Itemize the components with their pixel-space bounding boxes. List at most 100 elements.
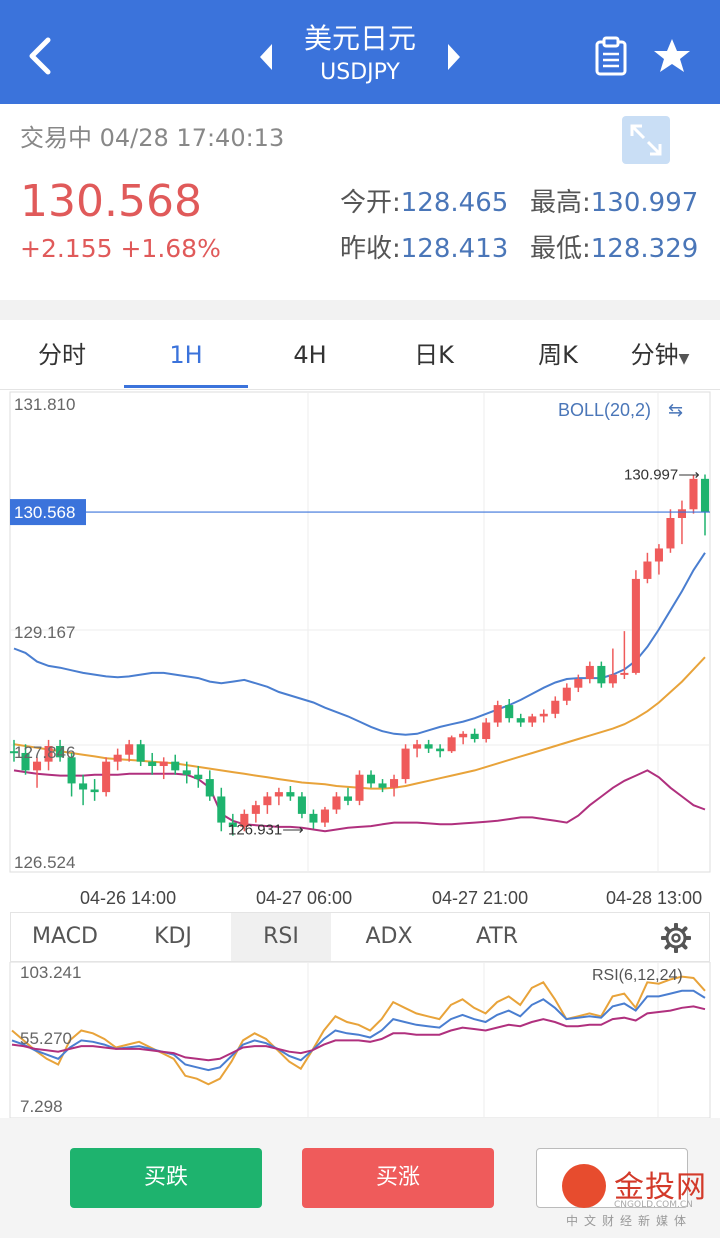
bottom-bar: 买跌 买涨 金投网 CNGOLD.COM.CN 中文财经新媒体 [0, 1118, 720, 1238]
rsi-24-line [11, 1005, 706, 1062]
open-label: 今开: [340, 188, 401, 218]
candle-body [620, 672, 629, 675]
candle-body [677, 509, 686, 518]
candle-body [332, 796, 341, 810]
low-stat: 最低:128.329 [530, 228, 698, 265]
quote-panel: 交易中 04/28 17:40:13 130.568 +2.155 +1.68%… [0, 104, 720, 300]
candle-body [654, 548, 663, 562]
tab-macd[interactable]: MACD [32, 924, 98, 949]
rsi-chart[interactable]: 103.241 55.270 7.298 RSI(6,12,24) [0, 962, 720, 1118]
watermark-logo: 金投网 CNGOLD.COM.CN 中文财经新媒体 [562, 1162, 720, 1236]
buy-button[interactable]: 买涨 [302, 1148, 494, 1208]
candle-body [413, 744, 422, 749]
candle-body [539, 713, 548, 717]
tab-minutes-dropdown[interactable]: 分钟▼ [600, 320, 720, 390]
tab-1h[interactable]: 1H [169, 341, 203, 369]
candle-body [597, 665, 606, 684]
x-label-2: 04-27 06:00 [256, 888, 352, 908]
tab-atr[interactable]: ATR [475, 924, 519, 949]
prev-symbol-icon[interactable] [256, 42, 276, 72]
dropdown-caret-icon: ▼ [678, 351, 690, 367]
candle-body [643, 561, 652, 579]
open-stat: 今开:128.465 [340, 182, 508, 219]
prev-close-value: 128.413 [400, 234, 509, 264]
candle-body [343, 796, 353, 801]
tab-minute-line[interactable]: 分时 [38, 341, 86, 369]
more-button[interactable] [536, 1148, 688, 1208]
candles [9, 474, 710, 836]
candle-body [113, 754, 122, 762]
candle-body [228, 822, 237, 827]
low-label: 最低: [530, 234, 591, 264]
candle-body [44, 745, 53, 762]
candle-body [505, 705, 514, 719]
high-marker-value: 130.997 [624, 467, 678, 484]
low-marker-value: 126.931 [228, 822, 282, 839]
trading-status: 交易中 04/28 17:40:13 [20, 124, 285, 152]
next-symbol-icon[interactable] [444, 42, 464, 72]
candle-body [56, 745, 65, 758]
candle-body [159, 761, 168, 767]
candle-body [585, 665, 594, 679]
open-value: 128.465 [400, 188, 509, 218]
candle-body [125, 744, 134, 755]
low-marker: 126.931⟶ [228, 822, 304, 839]
candle-body [263, 796, 272, 806]
candle-body [378, 783, 387, 788]
candlestick-chart[interactable]: 130.568 131.810 129.167 127.846 126.524 … [0, 390, 720, 910]
expand-icon [630, 124, 662, 156]
candle-body [251, 805, 260, 814]
title-block: 美元日元 USDJPY [250, 20, 470, 88]
logo-circle-icon [562, 1164, 606, 1208]
candle-body [551, 700, 560, 714]
x-label-4: 04-28 13:00 [606, 888, 702, 908]
x-label-1: 04-26 14:00 [80, 888, 176, 908]
rsi-label: RSI(6,12,24) [592, 967, 683, 984]
fullscreen-button[interactable] [622, 116, 670, 164]
y-label-bottom: 126.524 [14, 853, 75, 872]
candle-body [482, 722, 491, 740]
section-divider [0, 300, 720, 320]
candle-body [436, 748, 445, 752]
top-bar: 美元日元 USDJPY [0, 0, 720, 104]
favorite-star-icon[interactable] [652, 36, 692, 76]
rsi-12-line [11, 989, 706, 1072]
gear-icon[interactable] [661, 923, 691, 953]
high-stat: 最高:130.997 [530, 182, 698, 219]
candle-body [136, 744, 145, 762]
candle-body [217, 796, 226, 823]
prev-close-stat: 昨收:128.413 [340, 228, 508, 265]
candle-body [194, 774, 203, 780]
candle-body [148, 761, 157, 767]
candle-body [171, 761, 180, 771]
tab-kdj[interactable]: KDJ [154, 924, 192, 949]
x-label-3: 04-27 21:00 [432, 888, 528, 908]
indicator-switch-icon[interactable]: ⇆ [668, 400, 683, 421]
candle-body [67, 757, 76, 784]
high-marker-arrow: ⟶ [678, 467, 700, 484]
timeframe-tabs: 分时 1H 4H 日K 周K 分钟▼ [0, 320, 720, 390]
candle-body [459, 733, 468, 738]
page-title: 美元日元 [303, 22, 416, 55]
tab-daily[interactable]: 日K [414, 341, 454, 369]
sell-button[interactable]: 买跌 [70, 1148, 262, 1208]
back-arrow-icon[interactable] [22, 34, 62, 78]
high-value: 130.997 [590, 188, 699, 218]
symbol-code: USDJPY [320, 60, 400, 85]
tab-4h[interactable]: 4H [293, 341, 327, 369]
candle-body [700, 478, 710, 512]
candle-body [286, 792, 295, 797]
boll-indicator-label[interactable]: BOLL(20,2) [558, 400, 651, 420]
rsi-6-line [11, 975, 706, 1086]
tab-rsi[interactable]: RSI [231, 913, 331, 961]
tab-adx[interactable]: ADX [365, 924, 413, 949]
candle-body [182, 770, 191, 775]
tab-weekly[interactable]: 周K [538, 341, 578, 369]
clipboard-icon[interactable] [594, 36, 628, 76]
candle-body [666, 517, 675, 549]
logo-url: CNGOLD.COM.CN [614, 1200, 693, 1210]
candle-body [240, 813, 249, 827]
last-price: 130.568 [20, 176, 202, 227]
candle-body [33, 761, 42, 771]
candle-body [689, 478, 698, 510]
